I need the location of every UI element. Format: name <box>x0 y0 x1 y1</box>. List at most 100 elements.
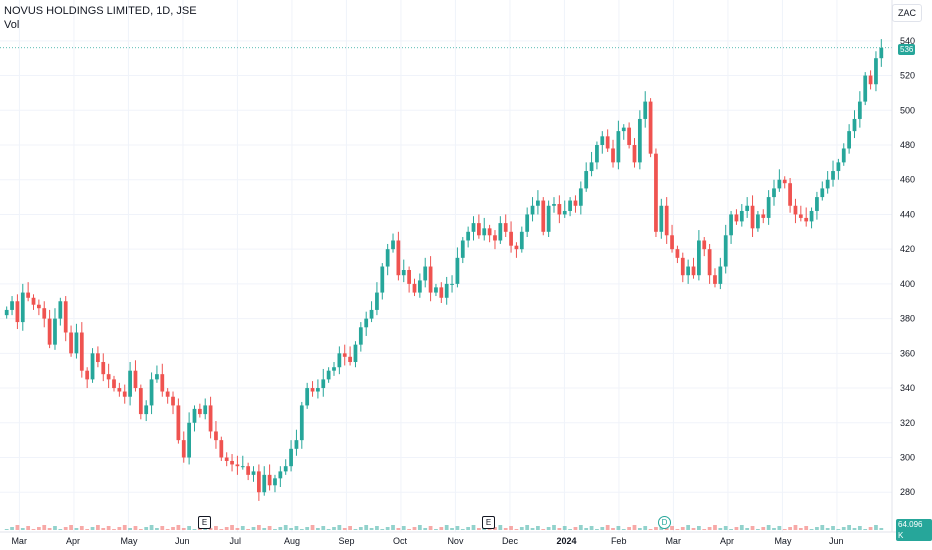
candle-body <box>375 292 379 310</box>
earnings-event-marker[interactable]: E <box>198 516 211 529</box>
volume-bar <box>149 525 154 530</box>
candle-body <box>192 408 197 423</box>
volume-bar <box>514 529 519 530</box>
dividend-event-marker[interactable]: D <box>658 516 671 529</box>
candle-body <box>530 205 535 215</box>
candle-body <box>879 47 884 59</box>
time-tick-label: Jun <box>175 536 190 546</box>
volume-bar <box>782 529 787 530</box>
volume-bar <box>122 525 127 530</box>
volume-bar <box>396 528 401 530</box>
candle-body <box>257 471 261 493</box>
volume-bar <box>63 527 68 530</box>
candle-body <box>326 370 331 380</box>
volume-bar <box>493 527 497 530</box>
price-tick-label: 480 <box>900 140 915 150</box>
volume-bar <box>187 526 191 530</box>
volume-bar <box>246 529 251 530</box>
volume-bar <box>257 525 261 530</box>
volume-bar <box>552 525 556 530</box>
volume-bar <box>836 529 841 530</box>
candle-body <box>632 145 637 163</box>
volume-bar <box>326 529 331 530</box>
volume-bar <box>348 526 352 530</box>
volume-bar <box>697 526 701 530</box>
candle-body <box>675 249 680 258</box>
volume-bar <box>627 527 631 530</box>
candle-body <box>498 223 503 241</box>
candle-body <box>20 292 25 323</box>
candle-body <box>380 266 385 293</box>
candle-body <box>831 171 835 180</box>
candle-body <box>58 301 63 319</box>
volume-bar <box>251 527 256 530</box>
candle-body <box>519 231 524 250</box>
volume-bar <box>160 526 165 530</box>
volume-bar <box>133 526 138 530</box>
time-tick-label: Nov <box>447 536 464 546</box>
candle-body <box>396 240 401 276</box>
candle-body <box>852 118 857 132</box>
volume-bar <box>96 525 100 530</box>
volume-bar <box>584 528 589 530</box>
time-tick-label: May <box>120 536 138 546</box>
volume-bar <box>611 528 615 530</box>
candle-body <box>273 478 277 486</box>
volume-bar <box>750 526 755 530</box>
volume-bar <box>342 528 347 530</box>
candle-body <box>471 223 476 232</box>
volume-bar <box>589 526 594 530</box>
volume-bar <box>79 526 84 530</box>
candle-body <box>815 197 819 211</box>
candle-body <box>214 431 218 441</box>
volume-bar <box>745 528 750 530</box>
volume-bar <box>455 526 460 530</box>
volume-bar <box>804 526 809 530</box>
volume-bar <box>235 528 240 530</box>
volume-bar <box>401 526 406 530</box>
volume-bar <box>337 525 342 530</box>
volume-bar <box>702 529 707 530</box>
volume-bar <box>519 527 524 530</box>
volume-bar <box>364 525 369 530</box>
volume-bar <box>825 528 830 530</box>
volume-bar <box>632 525 637 530</box>
volume-bar <box>868 527 873 530</box>
candle-body <box>26 292 31 298</box>
volume-bar <box>616 526 621 530</box>
volume-bar <box>444 525 449 530</box>
candle-body <box>509 231 513 246</box>
volume-indicator-label[interactable]: Vol <box>4 19 20 31</box>
candle-body <box>857 101 862 119</box>
candle-body <box>584 171 589 189</box>
earnings-event-marker[interactable]: E <box>482 516 495 529</box>
time-tick-label: Feb <box>611 536 627 546</box>
volume-bar <box>793 525 798 530</box>
candle-body <box>621 127 626 132</box>
symbol-title[interactable]: NOVUS HOLDINGS LIMITED, 1D, JSE <box>4 5 197 17</box>
candle-body <box>74 332 79 354</box>
volume-bar <box>546 527 551 530</box>
candle-body <box>600 136 605 145</box>
candle-body <box>294 440 299 449</box>
candle-body <box>825 179 830 189</box>
candle-body <box>493 235 497 241</box>
volume-bar <box>643 526 648 530</box>
candle-body <box>670 235 674 250</box>
candle-body <box>262 474 267 493</box>
candle-body <box>96 353 100 363</box>
volume-bar <box>20 528 25 530</box>
candle-body <box>477 223 481 236</box>
candle-body <box>820 188 825 198</box>
time-tick-label: Jun <box>829 536 844 546</box>
candle-body <box>289 448 293 467</box>
volume-bar <box>739 525 744 530</box>
candle-body <box>224 457 229 461</box>
volume-bar <box>487 529 492 530</box>
volume-bar <box>509 526 513 530</box>
candle-body <box>589 162 594 172</box>
volume-bar <box>788 527 792 530</box>
volume-bar <box>267 526 272 530</box>
volume-bar <box>815 527 819 530</box>
